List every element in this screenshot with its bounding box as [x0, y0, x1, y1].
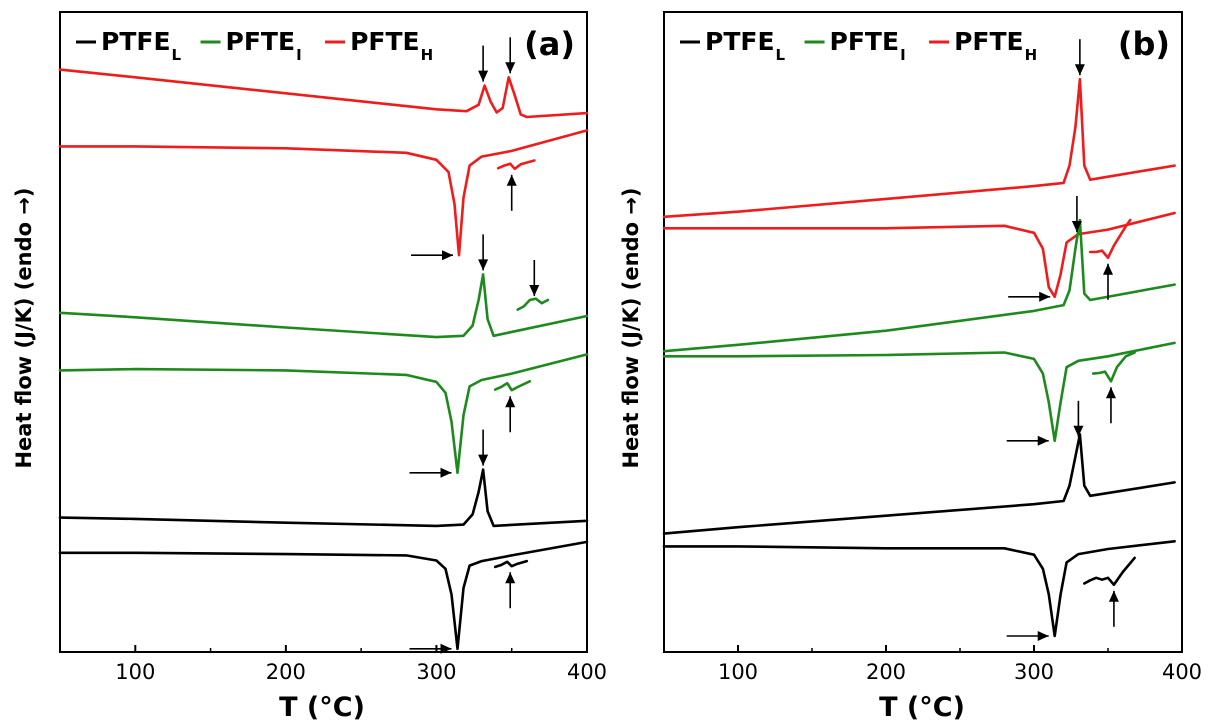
x-tick-label-b-1: 200 [866, 660, 906, 684]
annotation-arrow-head-b-3 [1071, 221, 1082, 232]
annotation-arrow-head-b-2 [1039, 291, 1051, 302]
legend-sub-b-1: I [900, 46, 906, 64]
series-line-a-4 [516, 297, 550, 311]
legend-sub-b-2: H [1025, 46, 1038, 64]
series-line-a-0 [58, 68, 589, 119]
series-line-b-5 [1091, 351, 1136, 383]
annotation-arrow-head-b-4 [1105, 387, 1116, 399]
panel-label-a: (a) [524, 25, 575, 63]
legend-label-a-2: PFTE [350, 27, 420, 56]
annotation-arrow-head-a-2 [506, 174, 517, 186]
legend-label-b-1: PFTE [830, 27, 900, 56]
legend-sub-b-0: L [776, 46, 786, 64]
annotation-arrow-head-a-9 [505, 572, 516, 584]
annotation-arrow-head-b-7 [1108, 590, 1119, 602]
annotation-arrow-head-a-6 [505, 396, 516, 408]
series-line-b-4 [662, 341, 1176, 443]
legend-label-a-0: PTFE [101, 27, 171, 56]
annotation-arrow-head-a-10 [440, 643, 452, 654]
series-line-a-3 [58, 273, 589, 339]
annotation-arrow-head-b-1 [1103, 263, 1113, 275]
series-line-b-2 [1088, 218, 1132, 260]
annotation-arrow-head-b-8 [1037, 631, 1049, 641]
xlabel-b: T (°C) [879, 692, 965, 723]
legend-sub-a-0: L [172, 46, 182, 64]
ylabel-a: Heat flow (J/K) (endo →) [12, 187, 36, 468]
legend-sub-a-1: I [296, 46, 302, 64]
series-line-b-8 [1083, 556, 1136, 587]
x-tick-label-a-0: 100 [115, 660, 155, 684]
ylabel-b: Heat flow (J/K) (endo →) [619, 187, 643, 468]
annotation-arrow-head-a-8 [478, 454, 489, 466]
series-line-b-7 [662, 539, 1176, 638]
x-tick-label-b-3: 400 [1162, 660, 1202, 684]
x-tick-label-a-3: 400 [567, 660, 607, 684]
series-line-a-9 [493, 559, 529, 569]
x-tick-label-a-1: 200 [266, 660, 306, 684]
x-tick-label-b-0: 100 [718, 660, 758, 684]
series-line-b-3 [662, 218, 1176, 353]
series-line-b-0 [662, 77, 1176, 219]
annotation-arrow-head-a-0 [478, 70, 489, 82]
annotation-arrow-head-b-0 [1074, 64, 1085, 76]
annotation-arrow-head-a-5 [529, 285, 540, 296]
x-tick-label-a-2: 300 [416, 660, 456, 684]
legend-label-b-0: PTFE [705, 27, 775, 56]
plot-frame-a [59, 11, 588, 653]
annotation-arrow-head-a-3 [442, 250, 454, 261]
legend-label-a-1: PFTE [226, 27, 296, 56]
legend-sub-a-2: H [421, 46, 434, 64]
annotation-arrow-head-a-1 [505, 62, 516, 74]
series-line-a-8 [58, 540, 589, 651]
xlabel-a: T (°C) [279, 692, 365, 723]
series-line-a-6 [493, 379, 532, 392]
series-line-b-6 [662, 433, 1176, 535]
annotation-arrow-head-a-4 [478, 259, 489, 271]
annotation-arrow-head-a-7 [440, 467, 452, 478]
series-line-a-7 [58, 468, 589, 528]
legend-label-b-2: PFTE [954, 27, 1024, 56]
plot-frame-b [663, 11, 1183, 653]
annotation-arrow-head-b-5 [1037, 435, 1049, 446]
panel-label-b: (b) [1118, 25, 1170, 63]
x-tick-label-b-2: 300 [1014, 660, 1054, 684]
annotation-arrow-head-b-6 [1073, 425, 1084, 437]
series-line-a-5 [58, 353, 589, 475]
series-line-a-2 [496, 159, 536, 171]
series-line-a-1 [58, 129, 589, 257]
series-line-b-1 [662, 211, 1176, 299]
